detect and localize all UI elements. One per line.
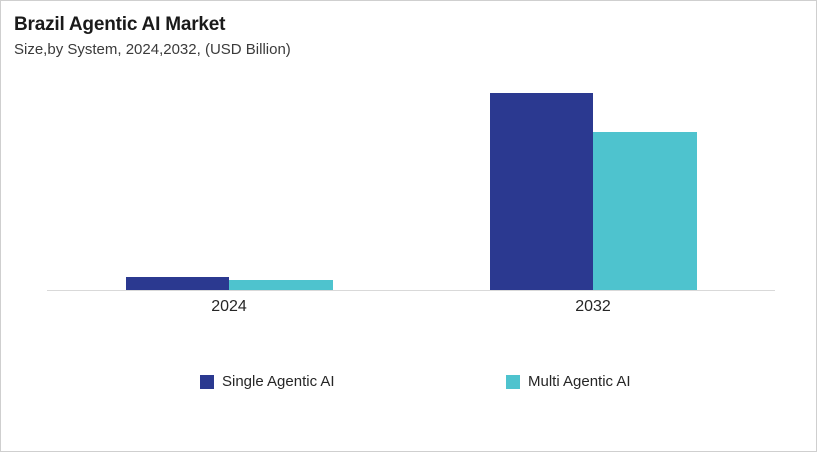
bar-single-agentic-ai-2032: [489, 92, 593, 290]
chart-subtitle: Size,by System, 2024,2032, (USD Billion): [14, 41, 291, 58]
legend-item-single-agentic-ai: Single Agentic AI: [200, 372, 335, 392]
legend-item-multi-agentic-ai: Multi Agentic AI: [506, 372, 631, 392]
plot-area: 2024 2032: [47, 71, 775, 315]
legend-swatch-multi-agentic-ai: [506, 375, 520, 389]
legend-label-multi-agentic-ai: Multi Agentic AI: [528, 373, 631, 390]
bar-single-agentic-ai-2024: [125, 277, 229, 290]
bar-multi-agentic-ai-2032: [593, 131, 697, 290]
legend: Single Agentic AI Multi Agentic AI: [1, 372, 816, 392]
legend-label-single-agentic-ai: Single Agentic AI: [222, 373, 335, 390]
x-tick-label-2032: 2032: [575, 298, 611, 315]
chart-title: Brazil Agentic AI Market: [14, 14, 226, 35]
legend-swatch-single-agentic-ai: [200, 375, 214, 389]
bar-multi-agentic-ai-2024: [229, 280, 333, 290]
x-tick-label-2024: 2024: [211, 298, 247, 315]
